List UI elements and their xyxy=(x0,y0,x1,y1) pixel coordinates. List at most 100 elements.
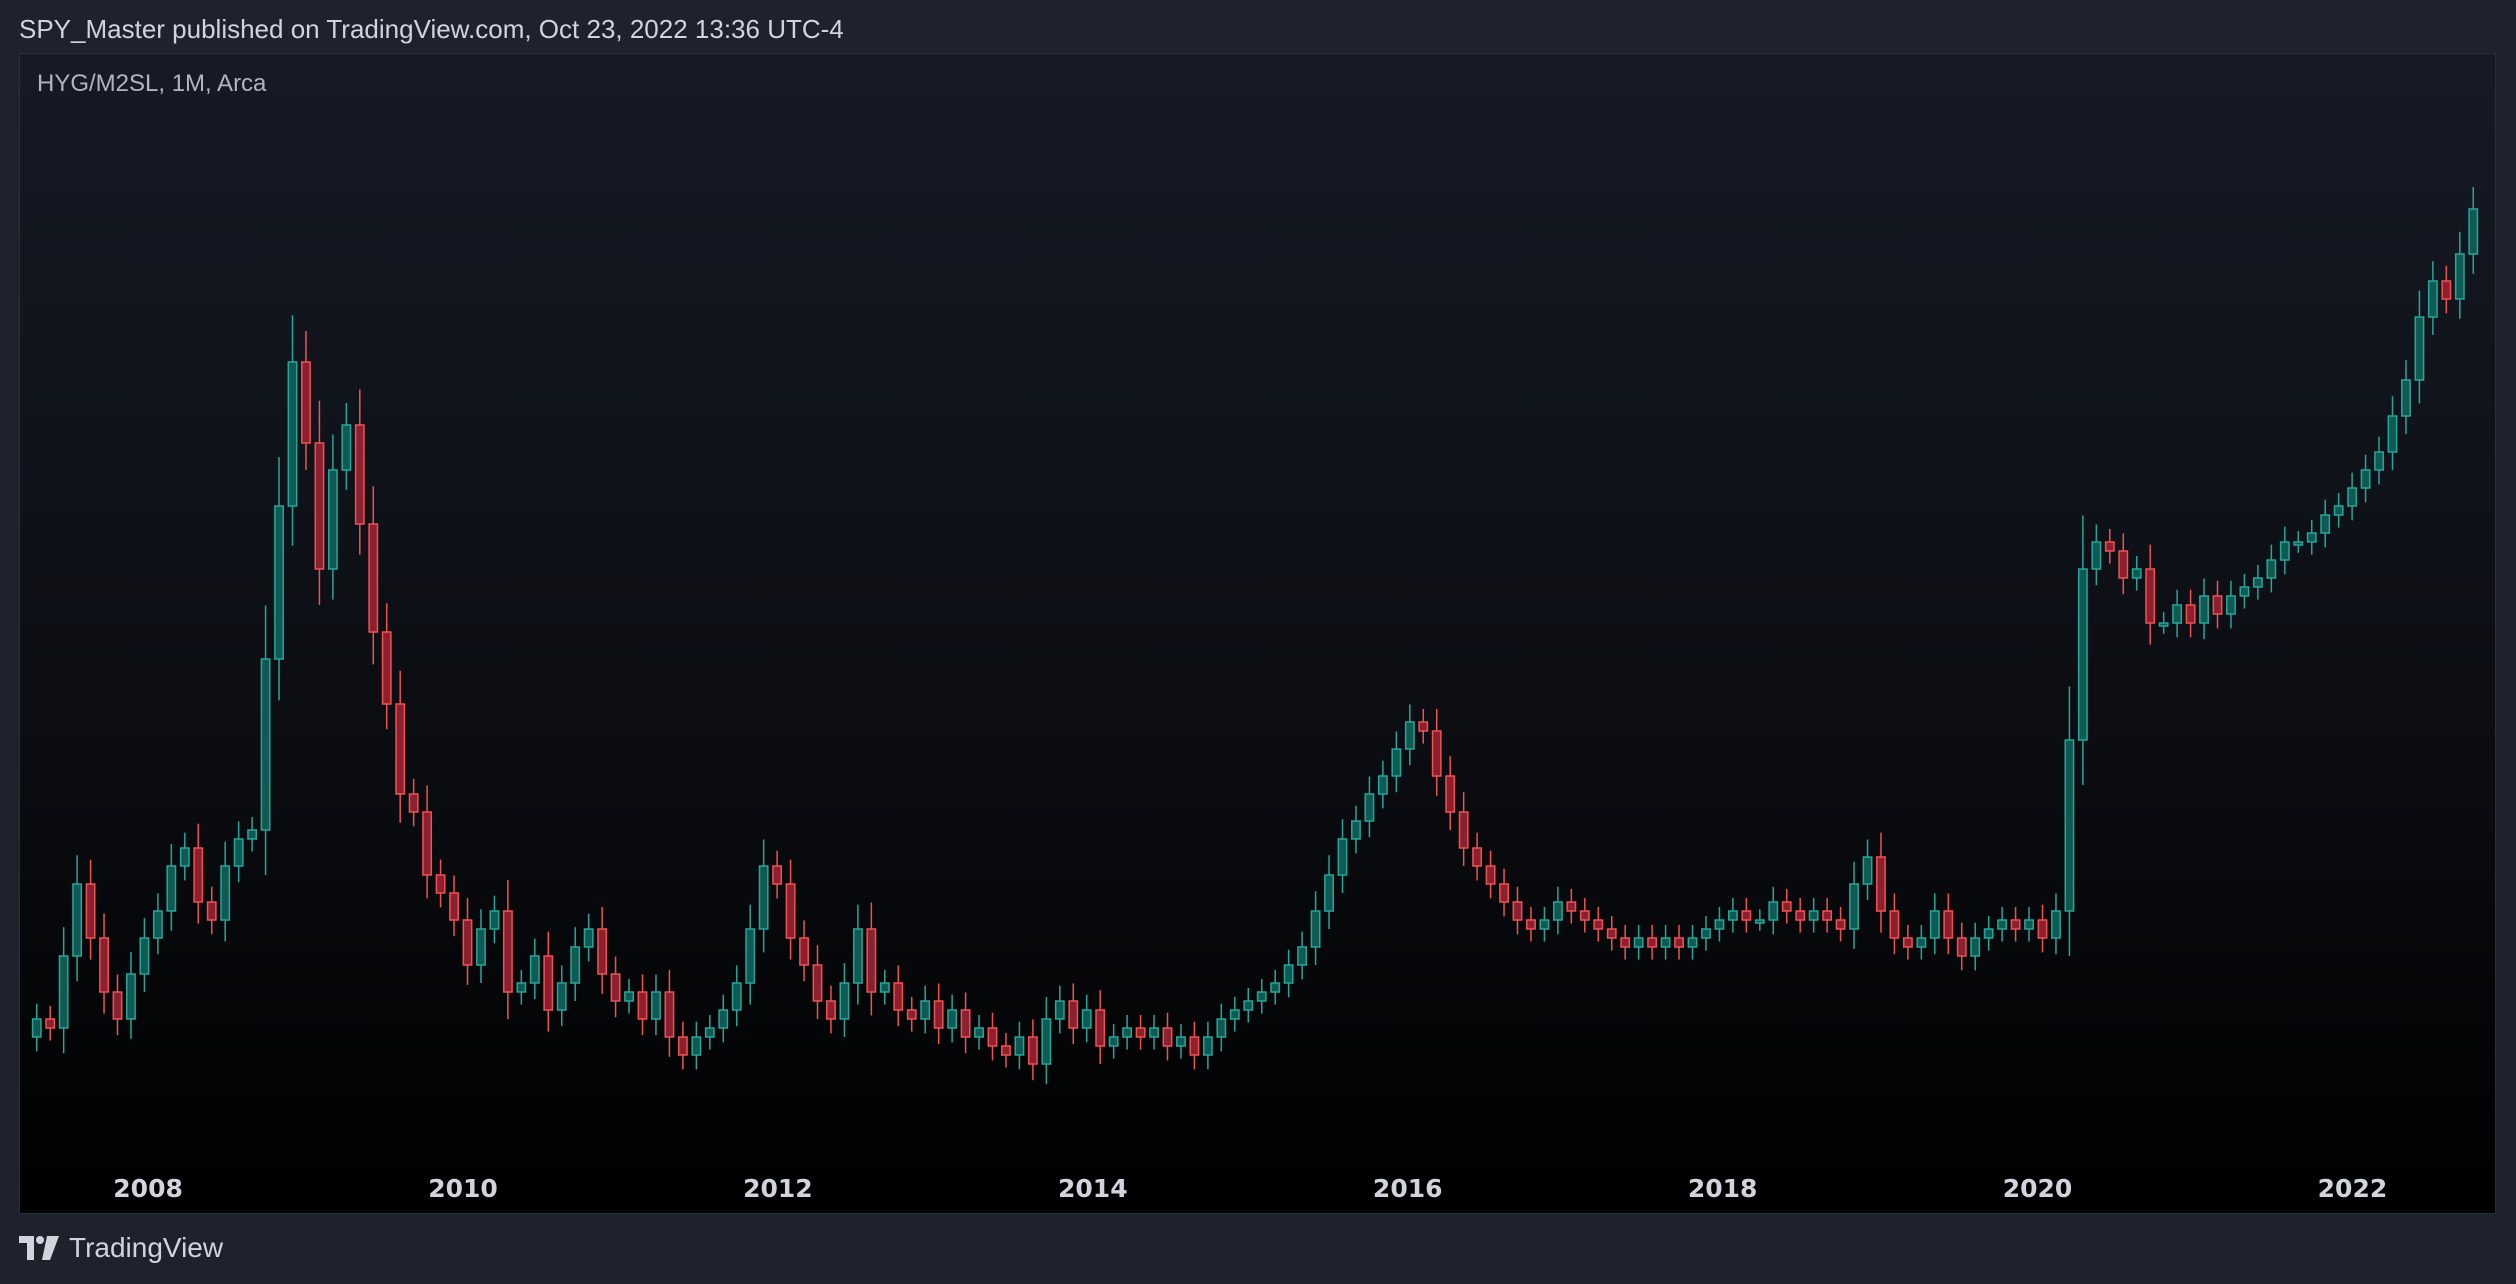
candle-body xyxy=(2279,541,2290,561)
candle-body xyxy=(1404,721,1415,750)
candle-body xyxy=(516,982,527,993)
candle xyxy=(826,985,836,1034)
candle xyxy=(1068,983,1079,1045)
candle-body xyxy=(1189,1036,1200,1056)
candle-body xyxy=(1485,865,1496,885)
candle xyxy=(920,985,931,1034)
candle-body xyxy=(1539,919,1550,930)
candle-body xyxy=(1849,883,1859,930)
candle xyxy=(193,823,204,924)
candle-body xyxy=(1122,1027,1133,1038)
candle xyxy=(1324,855,1334,929)
candle-body xyxy=(1633,937,1644,948)
candle-body xyxy=(947,1009,958,1029)
candle xyxy=(31,1003,42,1052)
candle xyxy=(852,904,863,1005)
candle xyxy=(2185,589,2196,638)
candle-body xyxy=(2333,505,2344,516)
candle-body xyxy=(395,703,406,795)
candle xyxy=(947,994,958,1043)
candle-body xyxy=(2037,919,2048,939)
candle-body xyxy=(1552,901,1563,921)
candle xyxy=(179,832,190,881)
chart-panel[interactable]: HYG/M2SL, 1M, Arca 2008 2010 2012 2014 2016 2… xyxy=(19,53,2496,1214)
candle xyxy=(1418,708,1429,744)
candle xyxy=(1445,756,1456,830)
candle xyxy=(1916,924,1927,960)
candle xyxy=(220,841,231,942)
candle xyxy=(2374,436,2384,485)
candle-body xyxy=(2010,919,2021,930)
candle-body xyxy=(1795,910,1806,921)
candle-body xyxy=(2374,451,2384,471)
candle-body xyxy=(1108,1036,1119,1047)
candle-body xyxy=(1014,1036,1025,1056)
candle-body xyxy=(597,928,608,975)
candle xyxy=(1202,1021,1213,1070)
candle xyxy=(1041,996,1052,1084)
candle-body xyxy=(220,865,231,921)
candle xyxy=(691,1021,702,1070)
candle xyxy=(1929,893,1940,955)
candle xyxy=(247,816,258,852)
candle-body xyxy=(960,1009,971,1038)
candle xyxy=(2252,564,2263,600)
candle-body xyxy=(2441,280,2452,300)
candle-body xyxy=(920,1000,931,1020)
candle xyxy=(624,978,634,1014)
candle-body xyxy=(435,874,446,894)
candle xyxy=(1108,1023,1119,1059)
candle-body xyxy=(152,910,163,939)
candle xyxy=(879,969,890,1005)
candle xyxy=(354,389,365,555)
candle xyxy=(664,969,675,1057)
candle-body xyxy=(2104,541,2115,552)
candle-body xyxy=(1149,1027,1159,1038)
candle-body xyxy=(112,991,123,1020)
candle-body xyxy=(166,865,177,912)
candle xyxy=(556,965,567,1027)
candle-body xyxy=(1176,1036,1186,1047)
candle-body xyxy=(1526,919,1536,930)
candle xyxy=(2010,906,2021,942)
candle xyxy=(126,951,136,1039)
candle xyxy=(2131,555,2142,591)
candle xyxy=(1808,897,1819,933)
candle xyxy=(2333,492,2344,528)
candle-body xyxy=(1027,1036,1038,1065)
candle xyxy=(2468,186,2479,274)
candle xyxy=(2158,612,2169,634)
candle-body xyxy=(583,928,594,948)
candle-body xyxy=(1202,1036,1213,1056)
candle-body xyxy=(1997,919,2008,930)
candle-body xyxy=(1862,856,1873,885)
candle-body xyxy=(1431,730,1442,777)
x-tick-label: 2010 xyxy=(428,1174,498,1203)
candle xyxy=(1256,978,1267,1014)
candle xyxy=(462,897,473,985)
candlestick-chart[interactable]: 2008 2010 2012 2014 2016 2018 2020 2022 xyxy=(20,54,2495,1213)
candle-body xyxy=(2185,604,2196,624)
candle xyxy=(597,906,608,994)
candle xyxy=(1956,922,1967,971)
candle xyxy=(368,486,379,665)
candle-body xyxy=(2401,379,2411,417)
candle-body xyxy=(1606,928,1617,939)
candle xyxy=(1552,886,1563,935)
candle xyxy=(1647,924,1658,960)
candle-body xyxy=(772,865,783,885)
candle-body xyxy=(1674,937,1684,948)
candle xyxy=(1876,832,1886,933)
candle xyxy=(2091,524,2102,586)
candle-body xyxy=(1876,856,1886,912)
candle-body xyxy=(2306,532,2317,543)
candle xyxy=(1499,868,1509,917)
candle xyxy=(2454,231,2465,319)
tradingview-logo-icon[interactable] xyxy=(19,1236,59,1260)
x-tick-label: 2020 xyxy=(2003,1174,2073,1203)
candle xyxy=(1902,924,1913,960)
candle-body xyxy=(570,946,581,984)
candle-body xyxy=(31,1018,42,1038)
candle xyxy=(1189,1021,1200,1070)
candle xyxy=(1027,1019,1038,1081)
